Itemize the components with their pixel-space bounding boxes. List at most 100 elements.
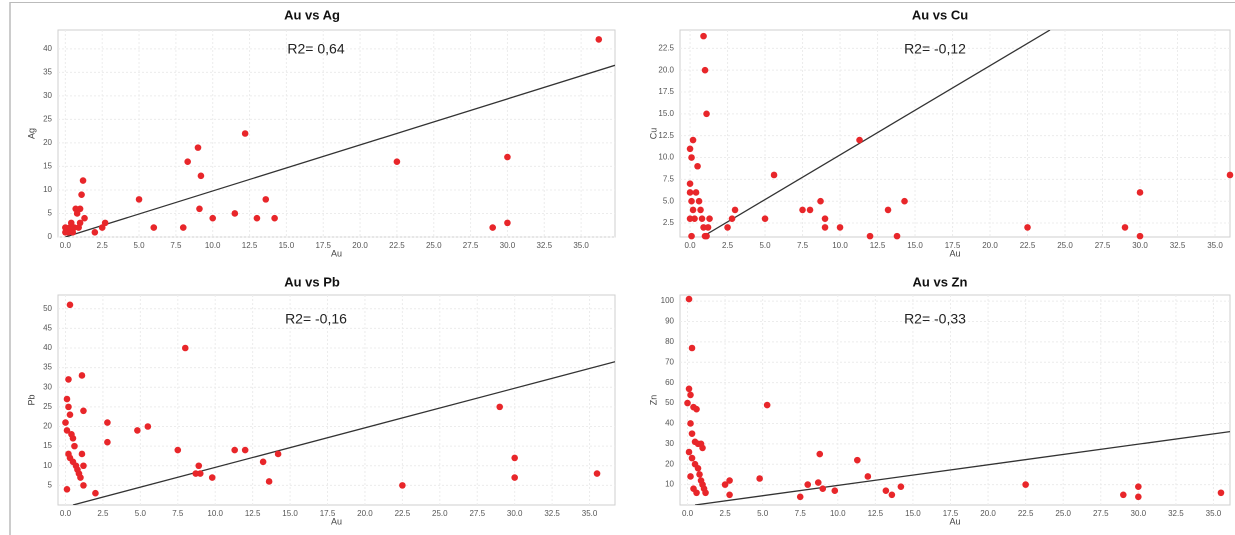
point — [701, 66, 709, 74]
y-tick-label: 40 — [43, 44, 52, 53]
point — [77, 474, 84, 481]
x-tick-label: 22.5 — [389, 241, 405, 250]
x-tick-label: 15.0 — [905, 509, 921, 518]
point — [1226, 171, 1234, 179]
point — [135, 196, 143, 203]
chart-title: Au vs Pb — [284, 274, 340, 289]
x-tick-label: 22.5 — [1018, 509, 1034, 518]
point — [685, 448, 693, 456]
x-tick-label: 20.0 — [357, 509, 373, 518]
x-tick-label: 32.5 — [544, 509, 560, 518]
point — [241, 446, 249, 454]
y-axis-label: Ag — [26, 128, 36, 139]
point — [693, 405, 700, 413]
point — [706, 215, 713, 222]
point — [262, 196, 270, 203]
x-tick-label: 30.0 — [1132, 241, 1148, 250]
point — [63, 427, 71, 434]
point — [489, 224, 496, 231]
point — [80, 462, 87, 470]
x-tick-label: 17.5 — [943, 509, 959, 518]
point — [511, 454, 518, 462]
point — [700, 32, 707, 40]
point — [689, 136, 697, 144]
x-tick-label: 7.5 — [797, 241, 809, 250]
point — [696, 471, 703, 478]
x-tick-label: 15.0 — [907, 241, 923, 250]
x-tick-label: 12.5 — [868, 509, 884, 518]
point — [79, 177, 87, 184]
x-tick-label: 0.0 — [60, 241, 72, 250]
x-tick-label: 32.5 — [1170, 241, 1186, 250]
point — [496, 403, 504, 411]
panel: Au vs Cu 2.5 5.0 7.5 10.0 12.5 15.0 17.5 20.0 22.… — [648, 7, 1234, 258]
x-tick-label: 27.5 — [469, 509, 485, 518]
x-tick-label: 25.0 — [1057, 241, 1073, 250]
point — [806, 206, 814, 214]
point — [888, 491, 896, 499]
point — [854, 456, 861, 464]
point — [1136, 232, 1144, 240]
point — [882, 487, 890, 495]
x-tick-label: 17.5 — [945, 241, 961, 250]
point — [65, 376, 72, 383]
y-tick-label: 60 — [665, 378, 674, 387]
point — [687, 391, 694, 399]
y-tick-label: 5.0 — [663, 196, 675, 205]
x-tick-label: 0.0 — [682, 509, 694, 518]
point — [63, 395, 71, 403]
point — [196, 470, 204, 477]
x-tick-label: 0.0 — [60, 509, 72, 518]
point — [703, 110, 710, 118]
point — [504, 219, 511, 227]
point — [893, 232, 901, 240]
x-axis-label: Au — [331, 248, 342, 258]
x-tick-label: 12.5 — [242, 241, 258, 250]
point — [399, 482, 406, 489]
point — [1022, 481, 1029, 488]
y-tick-label: 40 — [43, 343, 52, 352]
point — [693, 489, 700, 497]
y-tick-label: 50 — [665, 398, 674, 407]
point — [686, 189, 694, 196]
point — [686, 215, 694, 222]
point — [687, 420, 694, 427]
point — [819, 485, 827, 492]
point — [724, 224, 731, 231]
point — [76, 205, 84, 213]
chart-title: Au vs Ag — [284, 7, 340, 22]
point — [81, 214, 88, 222]
point — [866, 232, 874, 240]
y-tick-label: 45 — [43, 323, 52, 332]
point — [101, 219, 109, 227]
x-axis-label: Au — [331, 516, 342, 526]
point — [1217, 489, 1225, 497]
point — [831, 487, 839, 495]
x-tick-label: 5.0 — [759, 241, 771, 250]
y-tick-label: 20 — [43, 138, 52, 147]
point — [816, 450, 824, 458]
point — [231, 446, 238, 454]
point — [688, 430, 696, 437]
x-tick-label: 5.0 — [133, 241, 145, 250]
y-tick-label: 50 — [43, 304, 52, 313]
x-tick-label: 20.0 — [352, 241, 368, 250]
panel: Au vs Ag 0 5 10 15 20 25 30 35 40 0.0 2.5 5.0 7.5 10.0… — [26, 7, 616, 258]
point — [884, 206, 892, 214]
point — [695, 197, 703, 205]
point — [821, 224, 829, 231]
x-tick-label: 30.0 — [507, 509, 523, 518]
point — [67, 219, 75, 227]
x-tick-label: 17.5 — [315, 241, 331, 250]
x-tick-label: 30.0 — [500, 241, 516, 250]
annotation: R2= -0,16 — [285, 311, 347, 327]
point — [761, 215, 769, 222]
point — [231, 210, 239, 217]
x-tick-label: 10.0 — [830, 509, 846, 518]
point — [770, 171, 778, 179]
y-tick-label: 17.5 — [658, 87, 674, 96]
point — [66, 411, 74, 419]
x-tick-label: 25.0 — [1055, 509, 1071, 518]
y-tick-label: 100 — [661, 296, 675, 305]
point — [817, 197, 824, 205]
